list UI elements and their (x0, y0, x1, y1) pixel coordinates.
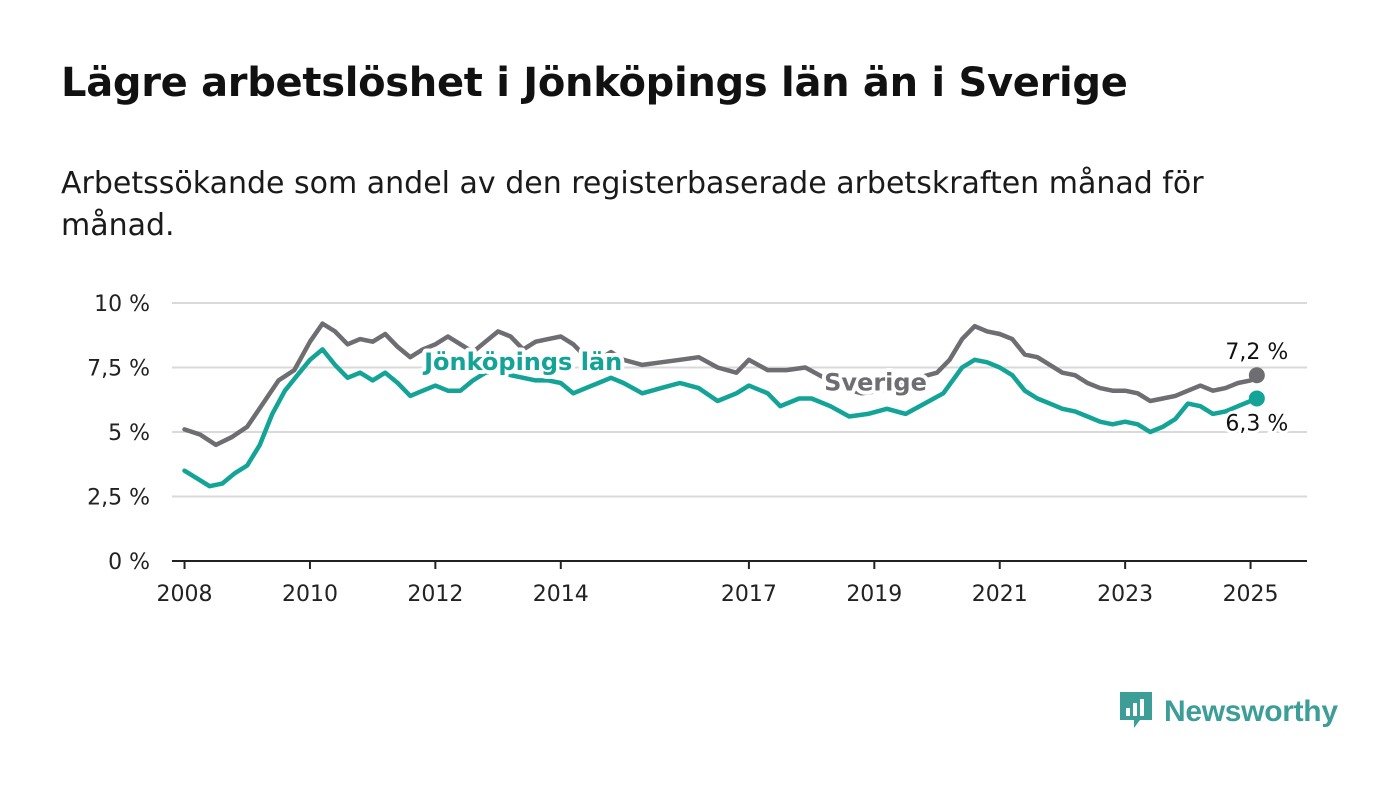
bar-chart-logo-icon (1120, 692, 1152, 728)
y-tick-label: 7,5 % (87, 357, 150, 382)
y-tick-label: 5 % (108, 421, 150, 446)
x-tick-label: 2008 (157, 582, 213, 607)
x-tick-label: 2017 (721, 582, 777, 607)
x-tick-label: 2010 (282, 582, 338, 607)
series-line (182, 347, 1260, 489)
end-value-label: 6,3 % (1225, 411, 1288, 436)
x-tick-label: 2012 (407, 582, 463, 607)
y-tick-label: 10 % (94, 292, 150, 317)
y-tick-label: 0 % (108, 550, 150, 575)
x-tick-label: 2019 (846, 582, 902, 607)
x-tick-label: 2021 (972, 582, 1028, 607)
y-tick-label: 2,5 % (87, 486, 150, 511)
series-label: Jönköpings län (422, 348, 622, 376)
end-value-label: 7,2 % (1225, 340, 1288, 365)
x-tick-label: 2014 (533, 582, 589, 607)
brand-name: Newsworthy (1164, 695, 1338, 728)
chart-title: Lägre arbetslöshet i Jönköpings län än i… (61, 60, 1128, 106)
series-label: Sverige (824, 369, 927, 397)
series-end-point (1248, 367, 1265, 384)
series-end-point (1248, 390, 1265, 407)
x-tick-label: 2023 (1097, 582, 1153, 607)
x-tick-label: 2025 (1223, 582, 1279, 607)
newsworthy-logo[interactable]: Newsworthy (1118, 690, 1338, 734)
series-line (182, 321, 1260, 448)
chart-subtitle: Arbetssökande som andel av den registerb… (61, 166, 1204, 243)
